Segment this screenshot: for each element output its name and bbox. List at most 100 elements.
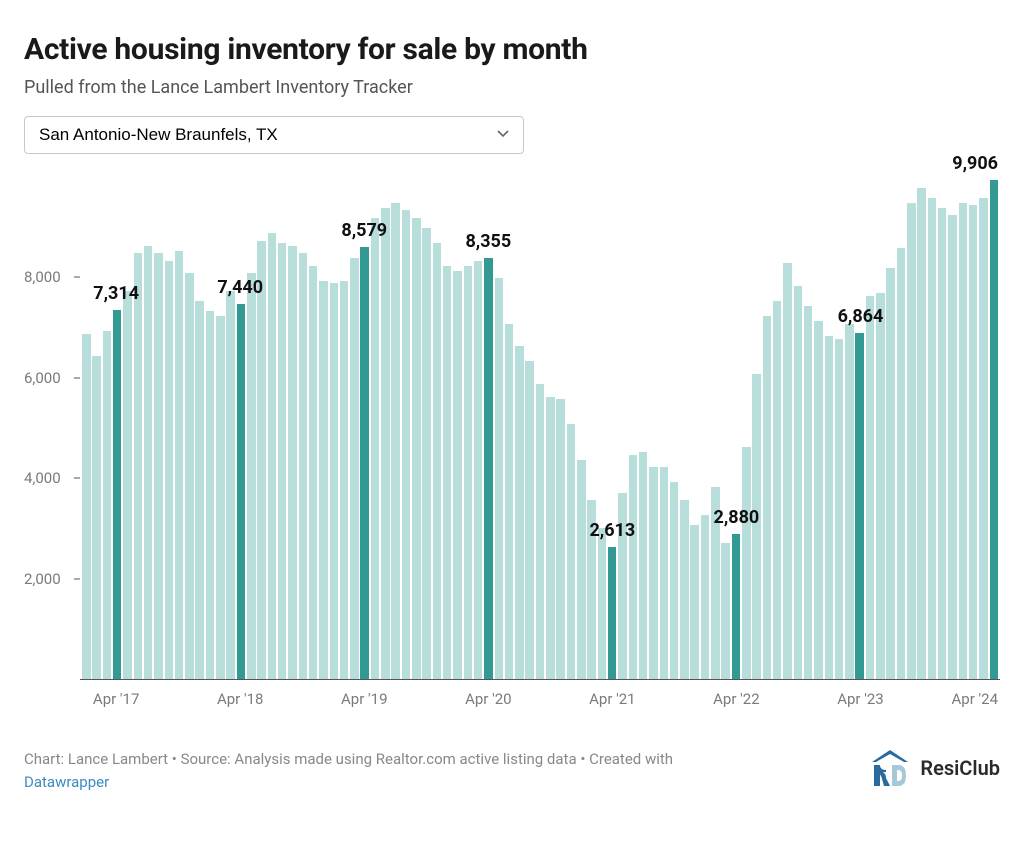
bar [257,241,266,679]
bar [938,208,947,679]
bar [216,316,225,679]
bar [969,205,978,679]
y-tick-label: 2,000 [24,570,61,588]
bar [247,273,256,679]
bar [360,247,369,679]
bar [92,356,101,679]
value-callout: 7,314 [93,283,139,304]
x-tick-label: Apr '21 [589,690,636,708]
bar [773,301,782,679]
bar [495,278,504,679]
bar [990,180,999,679]
bar [660,467,669,679]
value-callout: 8,579 [341,220,387,241]
bar [556,399,565,679]
bar [680,500,689,679]
bar [897,248,906,679]
metro-select-value: San Antonio-New Braunfels, TX [39,125,278,144]
bar [721,543,730,679]
bar [453,271,462,679]
x-tick-label: Apr '24 [952,690,999,708]
x-tick-label: Apr '20 [465,690,512,708]
bar [443,266,452,679]
bar [422,228,431,679]
bar [567,424,576,679]
bar [165,261,174,679]
x-tick-label: Apr '17 [93,690,140,708]
bar [185,273,194,679]
bar [629,455,638,679]
footer-text: Chart: Lance Lambert • Source: Analysis … [24,750,673,768]
bar [577,460,586,679]
bar [979,198,988,679]
bar [546,397,555,679]
bar [515,346,524,679]
resiclub-logo: ResiClub [868,748,1000,788]
bar [340,281,349,679]
bar [783,263,792,679]
bar [464,266,473,679]
chart-subtitle: Pulled from the Lance Lambert Inventory … [24,77,1000,98]
bar [412,218,421,679]
bar [876,293,885,679]
bar [742,447,751,679]
x-tick-label: Apr '19 [341,690,388,708]
bar [959,203,968,679]
bar [886,268,895,679]
bar [237,304,246,679]
bars-container [80,176,1000,679]
y-tick-label: 6,000 [24,369,61,387]
bar [598,528,607,679]
bar [206,311,215,679]
bar [433,243,442,679]
bar [288,246,297,679]
x-tick-label: Apr '23 [837,690,884,708]
bar [371,218,380,679]
bar [835,339,844,679]
bar [701,515,710,679]
chart-footer: Chart: Lance Lambert • Source: Analysis … [24,748,1000,793]
bar [794,286,803,679]
footer-credits: Chart: Lance Lambert • Source: Analysis … [24,748,744,793]
bar [154,253,163,679]
y-tick-label: 8,000 [24,268,61,286]
bar [804,306,813,679]
y-tick-label: 4,000 [24,469,61,487]
bar [525,361,534,679]
x-tick-label: Apr '18 [217,690,264,708]
chart-area: 2,0004,0006,0008,000 7,3147,4408,5798,35… [24,176,1000,716]
bar [474,261,483,679]
bar [670,482,679,679]
bar [391,203,400,679]
bar [330,283,339,679]
value-callout: 9,906 [952,153,998,174]
bar [123,291,132,679]
resiclub-logo-icon [868,748,912,788]
bar [907,203,916,679]
bar [134,253,143,679]
bar [82,334,91,679]
bar [608,547,617,679]
bar [928,198,937,679]
bar [103,331,112,679]
bar [226,291,235,679]
value-callout: 2,613 [589,520,635,541]
bar [484,258,493,679]
chart-title: Active housing inventory for sale by mon… [24,32,1000,67]
bar [144,246,153,679]
bar [814,321,823,679]
value-callout: 6,864 [838,306,884,327]
bar [866,296,875,679]
resiclub-logo-text: ResiClub [920,756,1000,780]
bar [536,384,545,679]
bar [732,534,741,679]
x-tick-label: Apr '22 [713,690,760,708]
bar [649,467,658,679]
value-callout: 7,440 [217,277,263,298]
datawrapper-link[interactable]: Datawrapper [24,773,109,791]
metro-select[interactable]: San Antonio-New Braunfels, TX [24,116,524,154]
bar [825,336,834,679]
bar [855,333,864,679]
bar [402,210,411,679]
bar [917,188,926,679]
